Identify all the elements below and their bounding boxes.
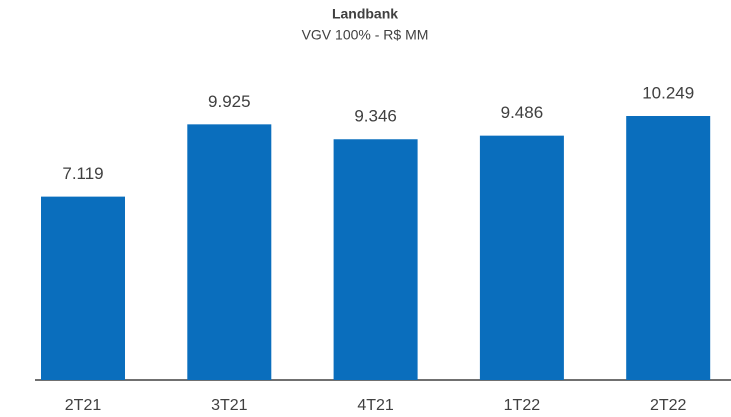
x-tick-label: 1T22	[504, 397, 541, 414]
value-label: 7.119	[62, 164, 103, 183]
chart-title: Landbank	[332, 6, 398, 22]
bar	[626, 116, 711, 380]
bar	[41, 196, 125, 380]
bar	[479, 135, 564, 380]
value-label: 9.925	[208, 92, 251, 111]
value-label: 9.346	[354, 107, 397, 126]
bar	[333, 139, 418, 380]
x-tick-label: 2T21	[65, 397, 102, 414]
value-label: 10.249	[642, 83, 694, 102]
x-tick-label: 3T21	[211, 397, 248, 414]
chart-subtitle: VGV 100% - R$ MM	[302, 27, 429, 43]
value-label: 9.486	[501, 103, 544, 122]
bar	[187, 124, 272, 380]
x-tick-label: 2T22	[650, 397, 687, 414]
x-tick-label: 4T21	[357, 397, 394, 414]
